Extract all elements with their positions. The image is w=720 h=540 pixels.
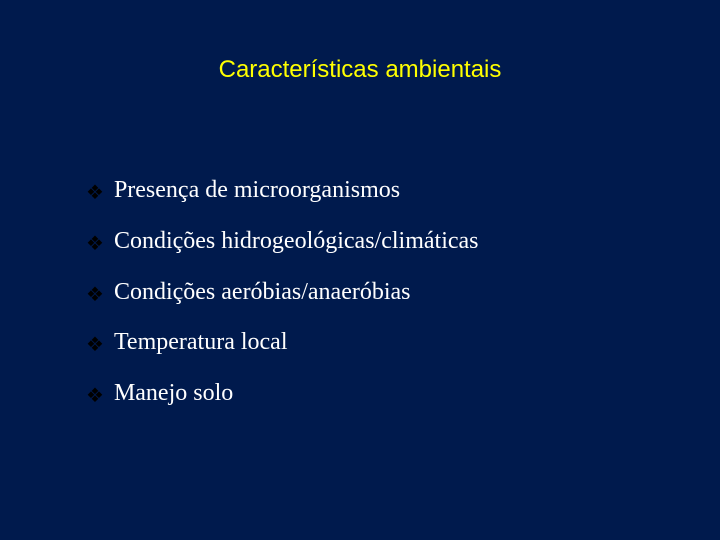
diamond-bullet-icon: ❖ — [86, 285, 104, 305]
bullet-text: Presença de microorganismos — [114, 176, 400, 205]
diamond-bullet-icon: ❖ — [86, 386, 104, 406]
diamond-bullet-icon: ❖ — [86, 183, 104, 203]
list-item: ❖ Temperatura local — [86, 328, 479, 357]
diamond-bullet-icon: ❖ — [86, 234, 104, 254]
bullet-text: Manejo solo — [114, 379, 233, 408]
bullet-list: ❖ Presença de microorganismos ❖ Condiçõe… — [86, 176, 479, 430]
list-item: ❖ Presença de microorganismos — [86, 176, 479, 205]
bullet-text: Condições hidrogeológicas/climáticas — [114, 227, 479, 256]
diamond-bullet-icon: ❖ — [86, 335, 104, 355]
list-item: ❖ Condições hidrogeológicas/climáticas — [86, 227, 479, 256]
list-item: ❖ Manejo solo — [86, 379, 479, 408]
list-item: ❖ Condições aeróbias/anaeróbias — [86, 278, 479, 307]
slide-title: Características ambientais — [0, 56, 720, 84]
bullet-text: Temperatura local — [114, 328, 288, 357]
bullet-text: Condições aeróbias/anaeróbias — [114, 278, 411, 307]
slide: Características ambientais ❖ Presença de… — [0, 0, 720, 540]
